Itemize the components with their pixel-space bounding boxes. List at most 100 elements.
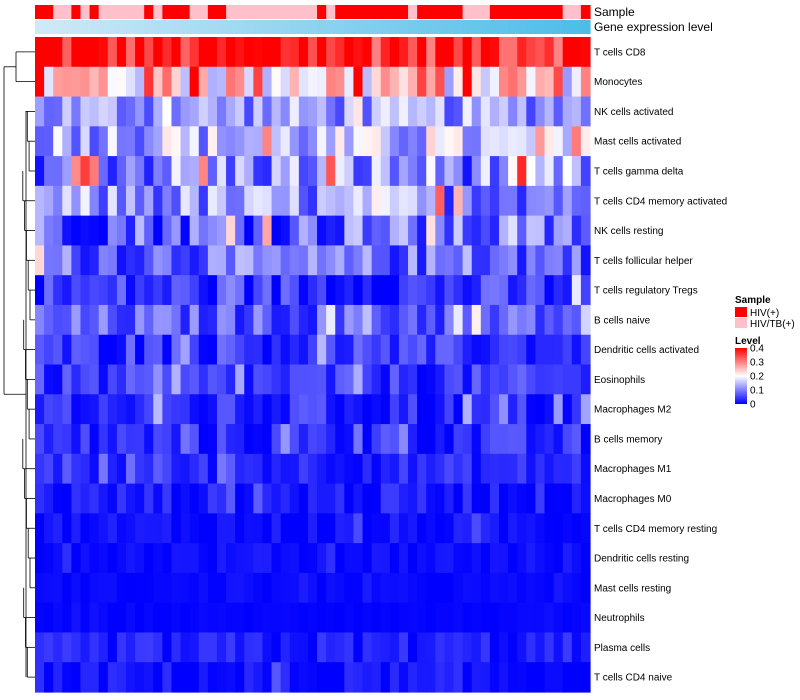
heatmap-cell [526,275,537,306]
heatmap-cell [371,572,382,604]
heatmap-cell [98,334,109,366]
heatmap-cell [262,156,273,187]
heatmap-cell [116,215,127,247]
heatmap-cell [235,156,245,187]
heatmap-cell [471,245,482,276]
heatmap-cell [80,483,91,514]
heatmap-cell [80,185,91,217]
heatmap-cell [116,96,127,127]
heatmap-cell [499,185,509,217]
heatmap-cell [35,453,45,485]
heatmap-cell [526,543,537,574]
heatmap-cell [389,185,400,217]
sample-annotation-cell [62,5,72,19]
expression-annotation-cell [189,20,200,34]
heatmap-cell [53,513,63,544]
heatmap-cell [444,394,455,425]
heatmap-cell [171,602,182,634]
heatmap-cell [562,334,573,366]
heatmap-cell [335,245,345,276]
heatmap-cell [499,424,509,455]
heatmap-cell [380,424,391,455]
heatmap-cell [553,96,564,127]
heatmap-cell [198,66,209,98]
heatmap-cell [562,572,573,604]
heatmap-cell [371,37,382,68]
heatmap-cell [326,245,336,276]
heatmap-cell [553,453,564,485]
sample-annotation-cell [444,5,455,19]
heatmap-cell [389,632,400,663]
heatmap-cell [417,304,427,336]
heatmap-cell [216,632,227,663]
heatmap-cell [180,304,191,336]
sample-annotation-label: Sample [594,5,635,19]
heatmap-cell [226,304,236,336]
heatmap-cell [107,632,118,663]
heatmap-cell [62,185,72,217]
heatmap-cell [562,662,573,693]
heatmap-cell [198,215,209,247]
heatmap-cell [362,662,373,693]
heatmap-cell [107,156,118,187]
heatmap-cell [271,304,282,336]
heatmap-cell [562,632,573,663]
heatmap-cell [35,156,45,187]
heatmap-cell [71,334,82,366]
heatmap-cell [489,572,500,604]
heatmap-cell [426,424,436,455]
heatmap-cell [580,185,591,217]
heatmap-cell [235,304,245,336]
heatmap-cell [62,662,72,693]
expression-annotation-cell [535,20,546,34]
sample-annotation-cell [180,5,191,19]
heatmap-cell [344,632,355,663]
heatmap-cell [389,275,400,306]
heatmap-cell [125,215,136,247]
heatmap-cell [216,304,227,336]
heatmap-cell [526,96,537,127]
heatmap-cell [162,304,173,336]
row-label: T cells CD4 naive [594,673,673,684]
heatmap-cell [71,245,82,276]
heatmap-cell [53,66,63,98]
heatmap-cell [44,96,54,127]
heatmap-cell [408,602,418,634]
heatmap-cell [326,156,336,187]
heatmap-cell [499,632,509,663]
heatmap-cell [53,602,63,634]
heatmap-cell [480,483,491,514]
heatmap-cell [426,215,436,247]
heatmap-cell [271,453,282,485]
heatmap-cell [326,364,336,395]
heatmap-cell [362,156,373,187]
heatmap-cell [271,245,282,276]
sample-annotation-cell [198,5,209,19]
heatmap-cell [298,334,309,366]
heatmap-cell [344,513,355,544]
heatmap-cell [307,126,318,157]
heatmap-cell [35,394,45,425]
heatmap-cell [307,453,318,485]
heatmap-cell [344,304,355,336]
heatmap-cell [453,96,464,127]
heatmap-cell [307,156,318,187]
heatmap-cell [35,364,45,395]
heatmap-cell [180,215,191,247]
heatmap-cell [135,185,145,217]
heatmap-cell [426,245,436,276]
heatmap-cell [298,275,309,306]
heatmap-cell [526,304,537,336]
heatmap-cell [244,513,254,544]
heatmap-cell [398,304,409,336]
heatmap-cell [480,126,491,157]
heatmap-cell [262,245,273,276]
heatmap-cell [317,126,327,157]
heatmap-cell [408,424,418,455]
heatmap-cell [80,66,91,98]
heatmap-cell [317,572,327,604]
heatmap-cell [253,513,264,544]
heatmap-cell [289,185,300,217]
heatmap-cell [499,662,509,693]
heatmap-cell [508,304,518,336]
